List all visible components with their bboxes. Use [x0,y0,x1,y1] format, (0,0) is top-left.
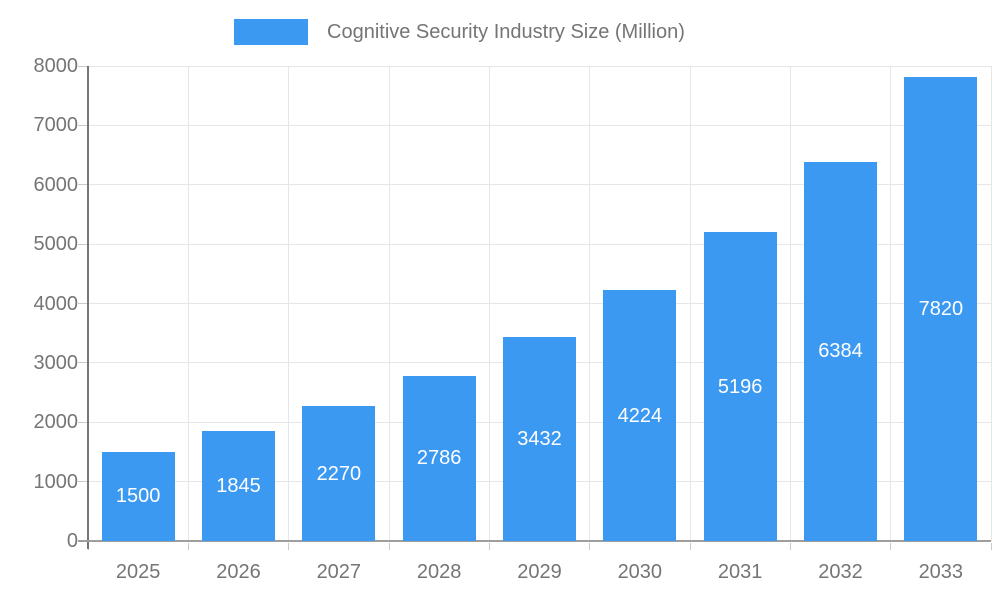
legend-label: Cognitive Security Industry Size (Millio… [327,20,685,43]
bar-2025[interactable] [101,451,175,541]
gridline-vertical [689,66,691,541]
x-axis-tick [589,543,591,550]
gridline-vertical [388,66,390,541]
bar-2031[interactable] [703,232,777,541]
gridline-horizontal [88,124,991,126]
x-axis-tick [187,543,189,550]
gridline-vertical [589,66,591,541]
gridline-horizontal [88,65,991,67]
x-axis-tick-label: 2026 [216,561,261,583]
gridline-vertical [488,66,490,541]
y-axis-tick-label: 5000 [33,233,79,256]
gridline-horizontal [88,184,991,186]
y-axis-line [87,66,89,549]
x-axis-tick [288,543,290,550]
gridline-vertical [789,66,791,541]
x-axis-tick [789,543,791,550]
x-axis-tick-label: 2029 [517,561,562,583]
y-axis-tick-label: 2000 [33,411,79,434]
gridline-horizontal [88,243,991,245]
x-axis-tick-label: 2028 [416,561,462,583]
y-axis-tick-label: 8000 [33,55,79,77]
x-axis-tick [689,543,691,550]
bar-2032[interactable] [804,161,877,541]
y-axis-tick-label: 7000 [33,114,79,137]
bar-2030[interactable] [603,290,677,541]
y-axis-tick-label: 6000 [33,173,79,196]
x-axis-tick [890,543,892,550]
y-axis-tick [78,243,88,245]
y-axis-tick [78,362,88,364]
chart-legend[interactable]: Cognitive Security Industry Size (Millio… [234,19,685,45]
y-axis-tick [78,421,88,423]
x-axis-tick [488,543,490,550]
y-axis-tick [78,481,88,483]
y-axis-tick [78,65,88,67]
y-axis-tick-label: 1000 [33,470,79,493]
y-axis-tick-label: 4000 [33,292,79,315]
gridline-vertical [187,66,189,541]
x-axis-line [78,540,991,542]
bar-2026[interactable] [202,431,275,541]
bar-2033[interactable] [904,76,978,541]
legend-swatch-icon [234,19,308,45]
y-axis-tick [78,303,88,304]
y-axis-tick [78,124,88,126]
x-axis-tick-label: 2032 [818,561,863,583]
bar-2028[interactable] [402,375,476,541]
bar-2027[interactable] [302,406,376,541]
x-axis-tick [388,543,390,550]
x-axis-tick-label: 2033 [918,561,964,583]
gridline-vertical [990,66,992,541]
gridline-vertical [890,66,892,541]
gridline-vertical [288,66,290,541]
y-axis-tick [78,184,88,186]
x-axis-tick-label: 2031 [717,561,763,583]
x-axis-tick-label: 2030 [617,561,663,583]
gridline-horizontal [88,303,991,304]
x-axis-tick-label: 2025 [115,561,161,583]
x-axis-tick [990,543,992,550]
y-axis-tick-label: 0 [66,530,78,552]
bar-2029[interactable] [503,337,576,541]
y-axis-tick-label: 3000 [33,351,79,374]
x-axis-tick-label: 2027 [316,561,362,583]
